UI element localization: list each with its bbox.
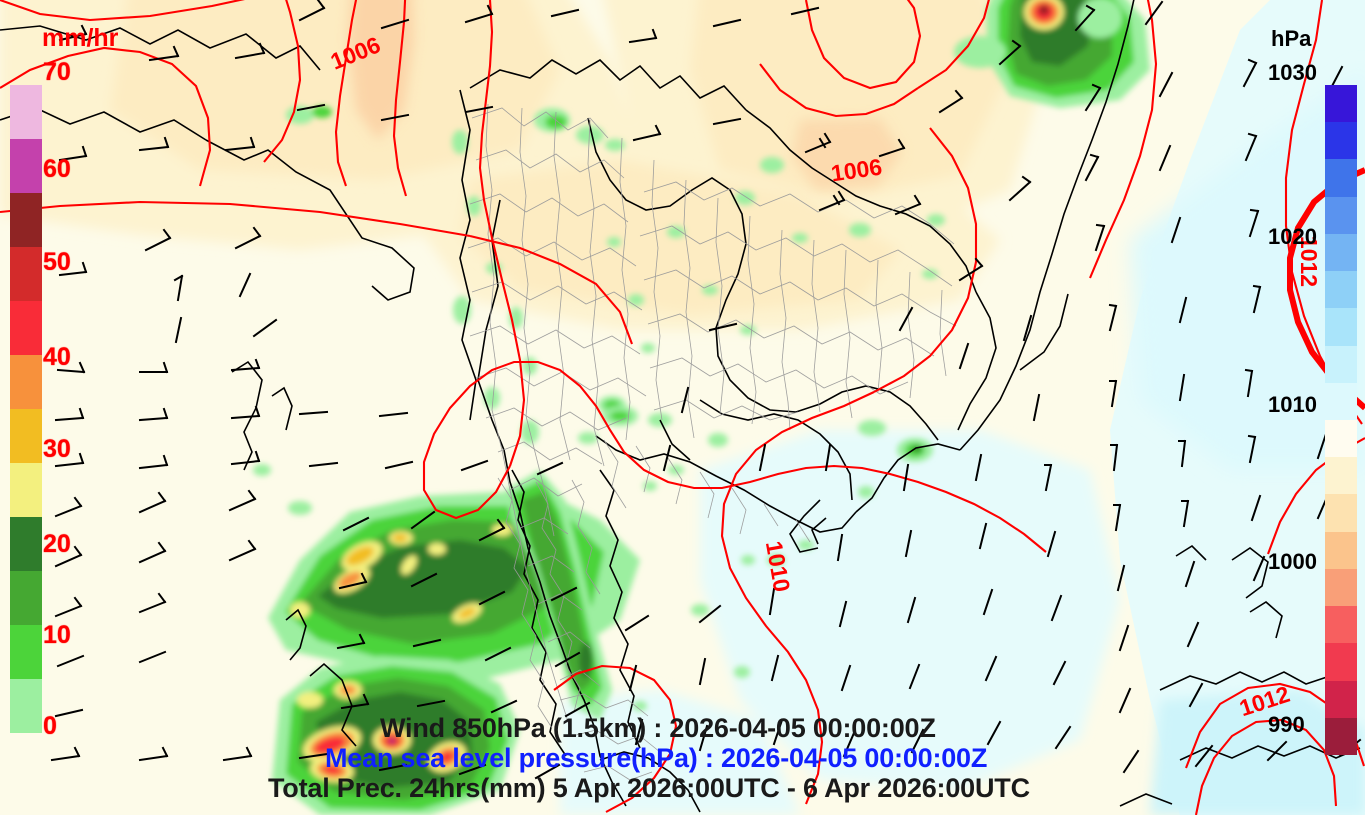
pressure-swatch [1325,457,1357,495]
precip-swatch [10,463,42,517]
pressure-swatch [1325,568,1357,607]
precip-tick-label: 30 [43,435,71,463]
pressure-band-1008 [110,0,1010,315]
pressure-swatch [1325,196,1357,234]
precip-tick-label: 40 [43,343,71,371]
precip-swatch [10,247,42,301]
pressure-swatch [1325,85,1357,123]
precip-tick-label: 70 [43,58,71,86]
precip-swatch [10,571,42,625]
pressure-swatch [1325,122,1357,160]
precip-swatch [10,193,42,247]
precip-colorbar [10,85,42,733]
precip-swatch [10,625,42,679]
pressure-unit-label: hPa [1271,26,1312,51]
pressure-swatch [1325,233,1357,272]
pressure-tick-label: 990 [1268,712,1305,737]
precip-swatch [10,517,42,571]
pressure-swatch [1325,345,1357,383]
pressure-tick-label: 1030 [1268,60,1317,85]
pressure-swatch [1325,494,1357,532]
precipitation-shading [253,0,1150,815]
precip-swatch [10,301,42,355]
pressure-swatch [1325,531,1357,569]
precip-swatch [10,85,42,139]
pressure-colorbar [1325,85,1357,755]
pressure-swatch [1325,308,1357,346]
precip-swatch [10,679,42,733]
pressure-swatch [1325,382,1357,420]
pressure-tick-label: 1010 [1268,392,1317,417]
pressure-tick-label: 1000 [1268,549,1317,574]
wind-barb-layer [50,0,1362,780]
province-boundaries [467,103,957,781]
pressure-swatch [1325,271,1357,309]
pressure-swatch [1325,159,1357,197]
pressure-swatch [1325,606,1357,644]
gulf-of-thailand-water [560,430,1365,815]
pressure-band-sea [1110,0,1365,815]
precip-tick-label: 50 [43,248,71,276]
pressure-swatch [1325,643,1357,681]
precip-swatch [10,409,42,463]
precip-tick-label: 60 [43,155,71,183]
precip-tick-label: 10 [43,621,71,649]
precip-tick-label: 20 [43,530,71,558]
precip-swatch [10,139,42,193]
pressure-swatch [1325,717,1357,755]
pressure-swatch [1325,419,1357,458]
precip-unit-label: mm/hr [42,24,119,52]
pressure-swatch [1325,680,1357,718]
pressure-tick-label: 1020 [1268,224,1317,249]
precip-tick-label: 0 [43,712,57,740]
precip-swatch [10,355,42,409]
